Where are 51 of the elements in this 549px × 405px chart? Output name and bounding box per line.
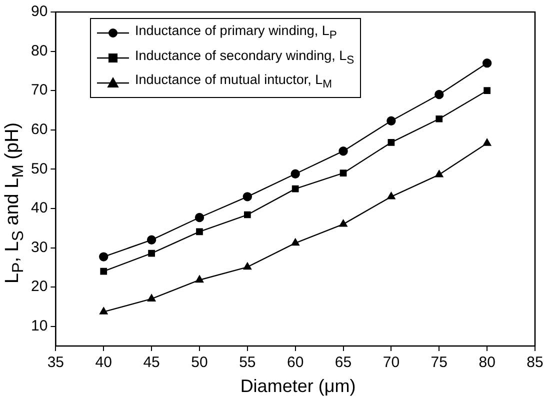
x-tick-label: 85 bbox=[526, 354, 544, 372]
point bbox=[148, 250, 155, 257]
y-tick-label: 80 bbox=[30, 42, 48, 60]
x-tick-label: 55 bbox=[239, 354, 256, 372]
y-tick-label: 50 bbox=[30, 160, 48, 178]
x-tick-label: 35 bbox=[47, 354, 64, 372]
point bbox=[100, 268, 108, 275]
point bbox=[291, 238, 300, 246]
point bbox=[484, 87, 490, 94]
x-tick-label: 40 bbox=[95, 354, 112, 372]
point bbox=[482, 58, 492, 68]
y-tick-label: 70 bbox=[30, 82, 48, 99]
legend-label: Inductance of mutual intuctor, L$_{M}$ bbox=[135, 71, 332, 94]
y-tick-label: 60 bbox=[30, 121, 48, 138]
point bbox=[146, 235, 156, 245]
x-tick-label: 50 bbox=[191, 354, 208, 372]
legend-label: Inductance of secondary winding, L$_{S}$ bbox=[135, 46, 354, 68]
point bbox=[339, 220, 348, 227]
point bbox=[292, 185, 299, 192]
point bbox=[338, 146, 348, 156]
point bbox=[100, 307, 108, 314]
point bbox=[195, 275, 204, 283]
x-tick-label: 65 bbox=[334, 354, 352, 372]
point bbox=[340, 170, 347, 177]
point bbox=[242, 192, 252, 202]
y-tick-label: 90 bbox=[30, 3, 48, 20]
point bbox=[99, 252, 108, 262]
legend-label: Inductance of primary winding, L$_{P}$ bbox=[135, 22, 337, 44]
point bbox=[196, 228, 203, 236]
y-tick-label: 20 bbox=[30, 278, 48, 296]
point bbox=[388, 139, 395, 146]
y-tick-label: 10 bbox=[30, 317, 48, 334]
point bbox=[243, 262, 252, 270]
point bbox=[244, 211, 251, 218]
point bbox=[483, 138, 492, 146]
x-tick-label: 60 bbox=[287, 354, 304, 372]
x-tick-label: 45 bbox=[143, 354, 160, 372]
y-tick-label: 40 bbox=[30, 200, 48, 217]
point bbox=[386, 116, 396, 126]
x-axis-title: Diameter (μm) bbox=[239, 376, 357, 397]
x-tick-label: 80 bbox=[478, 354, 496, 372]
x-tick-label: 75 bbox=[430, 354, 448, 372]
x-tick-label: 70 bbox=[382, 354, 400, 372]
point bbox=[147, 294, 156, 302]
point bbox=[435, 170, 444, 178]
point bbox=[290, 169, 300, 178]
point bbox=[434, 90, 444, 100]
point bbox=[436, 115, 443, 122]
y-tick-label: 30 bbox=[30, 238, 48, 256]
point bbox=[194, 212, 204, 222]
point bbox=[387, 192, 396, 200]
